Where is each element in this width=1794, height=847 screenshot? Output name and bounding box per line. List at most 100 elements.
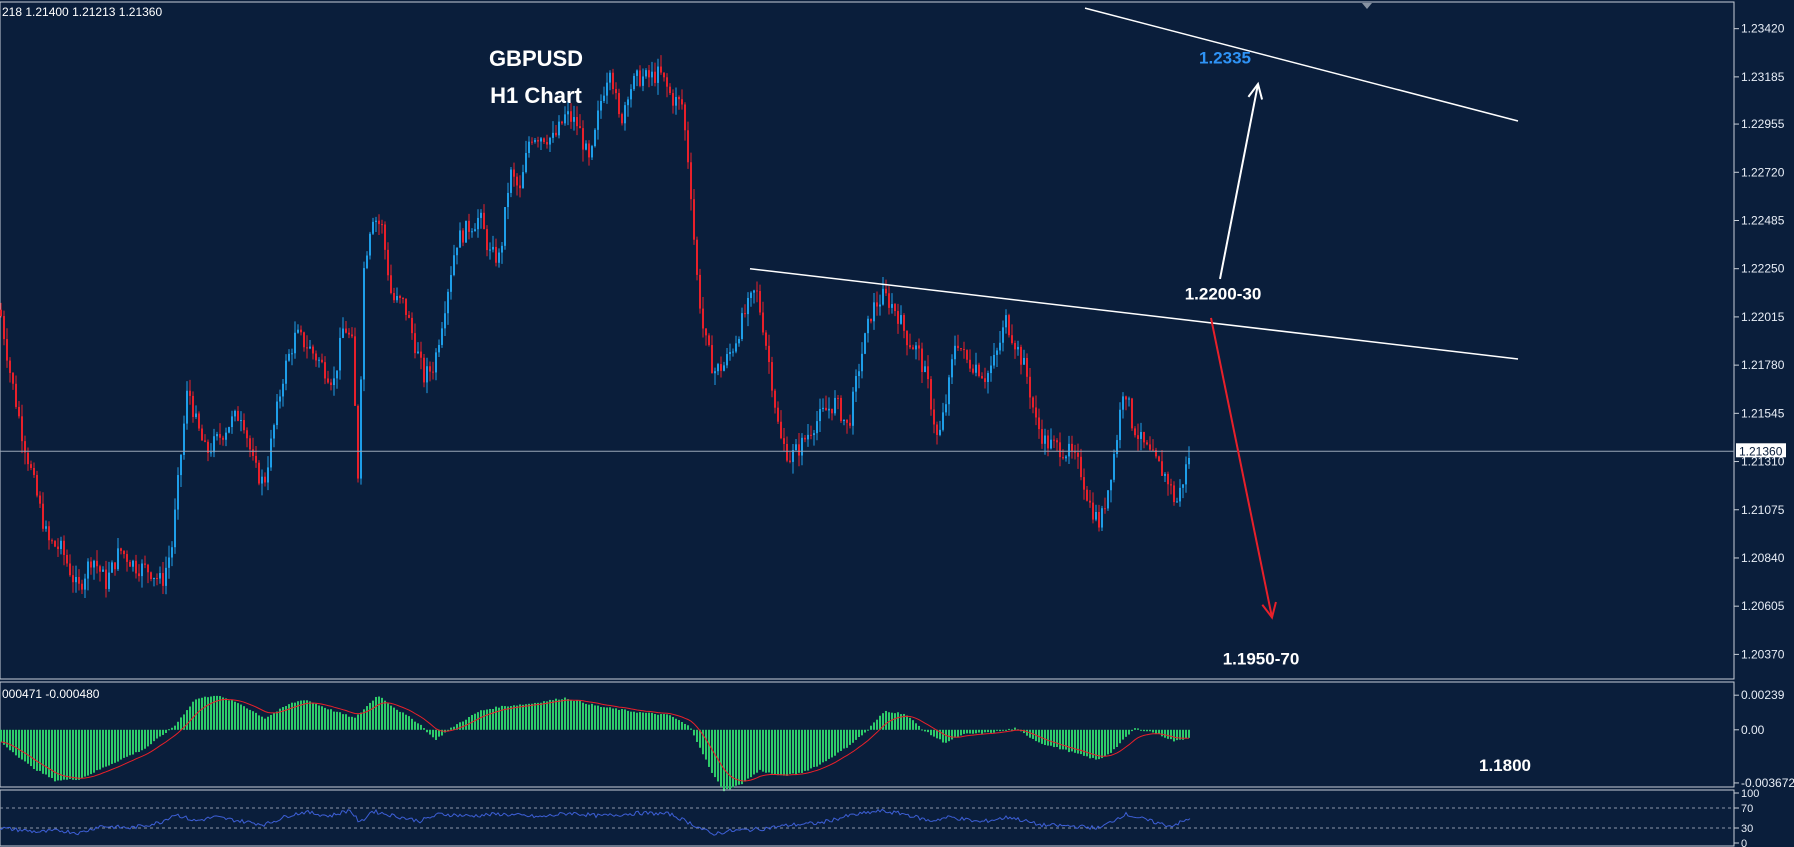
macd-bar [639, 712, 641, 730]
candle-body [882, 288, 884, 305]
chart-subtitle: H1 Chart [490, 83, 582, 108]
price-panel[interactable]: 218 1.21400 1.21213 1.21360 GBPUSD H1 Ch… [0, 1, 1786, 680]
macd-bar [804, 729, 806, 771]
candle-body [96, 560, 98, 567]
candle-body [54, 541, 56, 547]
candle-body [1095, 511, 1097, 520]
price-panel-frame [0, 1, 1735, 680]
macd-bar [210, 696, 212, 730]
candle-body [597, 110, 599, 130]
candle-body [981, 376, 983, 379]
candle-body [951, 359, 953, 378]
candle-body [249, 438, 251, 450]
candle-body [27, 452, 29, 465]
candle-body [978, 364, 980, 377]
macd-bar [1092, 729, 1094, 758]
candle-body [846, 419, 848, 423]
candle-body [108, 572, 110, 589]
macd-bar [456, 724, 458, 730]
macd-bar [342, 714, 344, 730]
candle-body [126, 554, 128, 562]
candle-body [381, 224, 383, 226]
macd-bar [543, 701, 545, 730]
candle-body [192, 395, 194, 417]
macd-bar [1008, 728, 1010, 730]
macd-bar [321, 706, 323, 730]
oscillator-panel[interactable]: 100 70 30 0 [0, 788, 1759, 847]
candle-body [21, 416, 23, 442]
candle-body [681, 99, 683, 105]
macd-bar [816, 729, 818, 767]
macd-bar [93, 729, 95, 773]
macd-bar [609, 707, 611, 730]
macd-bar [909, 717, 911, 730]
macd-bar [1185, 729, 1187, 739]
macd-bar [1080, 729, 1082, 755]
macd-bar [435, 729, 437, 740]
macd-bar [525, 704, 527, 730]
candle-body [288, 353, 290, 361]
candle-body [648, 70, 650, 78]
macd-bar [780, 729, 782, 776]
candle-body [435, 352, 437, 373]
candle-body [879, 304, 881, 307]
trendline-group [749, 7, 1519, 360]
candle-body [84, 578, 86, 590]
macd-bar [771, 729, 773, 774]
macd-bar [672, 717, 674, 730]
candle-body [243, 420, 245, 431]
macd-bar [999, 729, 1001, 732]
candle-body [999, 342, 1001, 351]
candle-body [9, 360, 11, 373]
candle-body [138, 573, 140, 577]
candle-body [771, 362, 773, 391]
candle-body [180, 454, 182, 476]
macd-bar [198, 698, 200, 730]
candle-body [168, 557, 170, 568]
candle-body [537, 140, 539, 142]
macd-bar [180, 717, 182, 730]
candle-body [441, 328, 443, 345]
macd-bar [402, 712, 404, 730]
macd-bar [1146, 729, 1148, 732]
arrow-head [1247, 81, 1264, 100]
candle-body [1020, 346, 1022, 365]
macd-bar [828, 729, 830, 759]
macd-bar [1041, 729, 1043, 744]
candle-body [621, 114, 623, 124]
macd-bar [384, 700, 386, 730]
macd-bar [660, 714, 662, 730]
macd-bar [648, 712, 650, 730]
candle-body [1089, 500, 1091, 503]
macd-histogram [0, 695, 1190, 792]
candle-body [189, 390, 191, 396]
macd-bar [282, 707, 284, 730]
candle-body [1029, 376, 1031, 398]
macd-bar [489, 708, 491, 730]
macd-bar [1167, 729, 1169, 739]
candle-body [1182, 484, 1184, 488]
candle-body [528, 141, 530, 154]
macd-readout: 000471 -0.000480 [2, 687, 100, 701]
candle-body [996, 350, 998, 355]
macd-bar [1110, 729, 1112, 753]
macd-bar [930, 729, 932, 736]
macd-bar [81, 729, 83, 779]
macd-bar [879, 715, 881, 730]
price-tick-label: 1.20605 [1741, 599, 1785, 613]
macd-bar [936, 729, 938, 739]
candle-body [744, 313, 746, 315]
candle-body [210, 452, 212, 454]
macd-bar [975, 729, 977, 734]
candle-body [657, 66, 659, 83]
macd-panel[interactable]: 000471 -0.000480 0.00239 0.00 -0.003672 1.… [0, 681, 1794, 792]
macd-bar [156, 729, 158, 739]
candle-body [273, 425, 275, 439]
candle-body [171, 547, 173, 558]
macd-bar [570, 700, 572, 730]
macd-bar [1098, 729, 1100, 760]
macd-bar [498, 707, 500, 730]
macd-bar [120, 729, 122, 760]
macd-bar [675, 718, 677, 730]
